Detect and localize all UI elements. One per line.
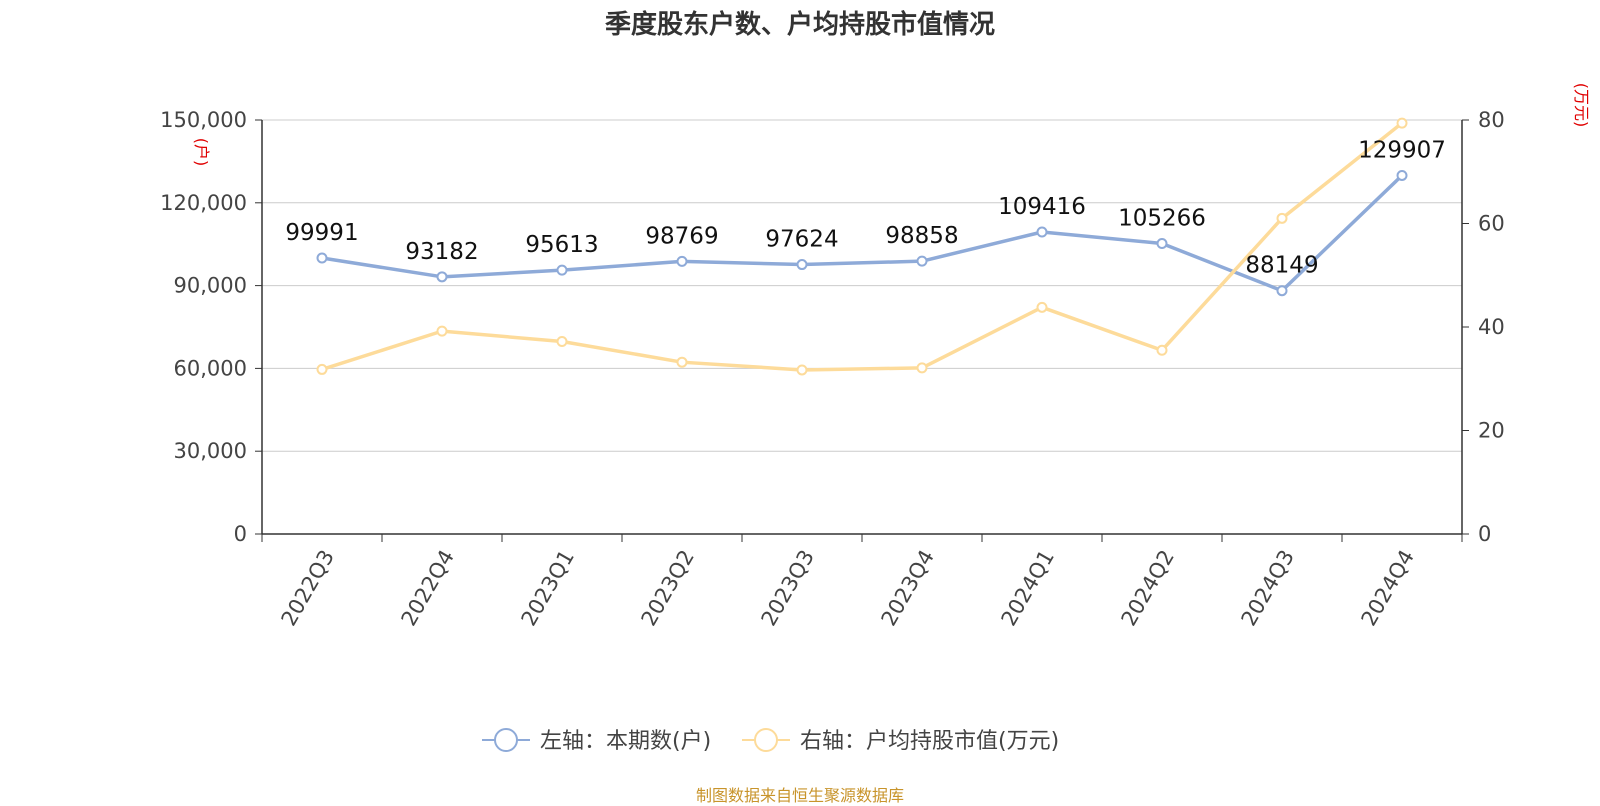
legend: 左轴：本期数(户) 右轴：户均持股市值(万元) — [482, 728, 1059, 754]
right-tick-label: 0 — [1478, 522, 1491, 546]
right-tick-label: 60 — [1478, 212, 1505, 236]
data-label: 98769 — [645, 223, 718, 249]
legend-label: 左轴：本期数(户) — [540, 729, 711, 754]
series-line-avg-value — [321, 121, 1404, 372]
data-point — [436, 325, 448, 337]
x-tick-label: 2024Q2 — [1117, 546, 1179, 630]
data-label: 129907 — [1358, 137, 1446, 163]
data-point — [436, 271, 448, 283]
chart-title: 季度股东户数、户均持股市值情况 — [604, 10, 995, 40]
right-tick-label: 80 — [1478, 108, 1505, 132]
x-tick-label: 2022Q4 — [397, 546, 459, 630]
legend-label: 右轴：户均持股市值(万元) — [800, 729, 1059, 754]
legend-marker — [754, 728, 778, 752]
right-tick-label: 40 — [1478, 315, 1505, 339]
data-point — [796, 259, 808, 271]
data-label: 93182 — [405, 239, 478, 265]
left-tick-label: 120,000 — [160, 191, 247, 215]
data-point — [316, 363, 328, 375]
x-tick-label: 2024Q1 — [997, 546, 1059, 630]
left-tick-label: 0 — [234, 522, 247, 546]
source-note: 制图数据来自恒生聚源数据库 — [695, 786, 904, 805]
data-point — [796, 364, 808, 376]
data-label: 105266 — [1118, 205, 1206, 231]
x-tick-label: 2023Q3 — [757, 546, 819, 630]
data-label: 97624 — [765, 227, 838, 253]
data-point — [676, 255, 688, 267]
left-tick-label: 30,000 — [174, 439, 247, 463]
data-label: 109416 — [998, 194, 1086, 220]
data-point — [676, 356, 688, 368]
data-point — [1156, 237, 1168, 249]
data-point — [916, 255, 928, 267]
series-lines — [316, 117, 1408, 376]
data-point — [1396, 117, 1408, 129]
left-axis-unit: (户) — [192, 138, 211, 167]
x-tick-label: 2024Q4 — [1357, 546, 1419, 630]
data-point — [556, 335, 568, 347]
data-label: 88149 — [1245, 253, 1318, 279]
data-point — [1036, 226, 1048, 238]
data-label: 95613 — [525, 232, 598, 258]
data-point — [1276, 212, 1288, 224]
right-axis-ticks: 0 20 40 60 80 — [1462, 108, 1505, 546]
data-point — [316, 252, 328, 264]
data-label: 99991 — [285, 220, 358, 246]
data-label: 98858 — [885, 223, 958, 249]
left-tick-label: 150,000 — [160, 108, 247, 132]
legend-marker — [494, 728, 518, 752]
x-tick-label: 2022Q3 — [277, 546, 339, 630]
data-point — [1036, 301, 1048, 313]
series-line-holders — [321, 174, 1404, 293]
data-point — [1276, 285, 1288, 297]
left-tick-label: 60,000 — [174, 356, 247, 380]
x-tick-label: 2023Q4 — [877, 546, 939, 630]
data-point — [1396, 169, 1408, 181]
x-axis-ticks: 2022Q3 2022Q4 2023Q1 2023Q2 2023Q3 2023Q4 2024… — [261, 534, 1463, 630]
data-point — [916, 362, 928, 374]
data-labels: 99991 93182 95613 98769 97624 98858 109416 1052… — [285, 137, 1445, 278]
x-tick-label: 2023Q1 — [517, 546, 579, 630]
right-tick-label: 20 — [1478, 419, 1505, 443]
data-point — [556, 264, 568, 276]
left-axis-ticks: 0 30,000 60,000 90,000 120,000 150,000 — [160, 108, 262, 546]
x-tick-label: 2024Q3 — [1237, 546, 1299, 630]
x-tick-label: 2023Q2 — [637, 546, 699, 630]
left-tick-label: 90,000 — [174, 274, 247, 298]
data-point — [1156, 344, 1168, 356]
right-axis-unit: (万元) — [1572, 83, 1591, 128]
